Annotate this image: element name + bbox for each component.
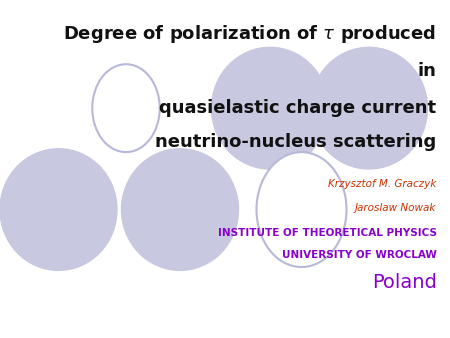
Ellipse shape xyxy=(122,149,238,270)
Ellipse shape xyxy=(256,152,346,267)
Text: INSTITUTE OF THEORETICAL PHYSICS: INSTITUTE OF THEORETICAL PHYSICS xyxy=(217,228,436,238)
Text: Jaroslaw Nowak: Jaroslaw Nowak xyxy=(355,203,436,213)
Text: quasielastic charge current: quasielastic charge current xyxy=(159,99,436,117)
Text: Krzysztof M. Graczyk: Krzysztof M. Graczyk xyxy=(328,179,436,189)
Ellipse shape xyxy=(212,47,328,169)
Ellipse shape xyxy=(310,47,428,169)
Text: Poland: Poland xyxy=(372,273,436,292)
Text: neutrino-nucleus scattering: neutrino-nucleus scattering xyxy=(155,133,436,151)
Text: in: in xyxy=(418,62,436,80)
Ellipse shape xyxy=(0,149,117,270)
Text: UNIVERSITY OF WROCLAW: UNIVERSITY OF WROCLAW xyxy=(282,250,436,260)
Text: Degree of polarization of $\tau$ produced: Degree of polarization of $\tau$ produce… xyxy=(63,23,436,45)
